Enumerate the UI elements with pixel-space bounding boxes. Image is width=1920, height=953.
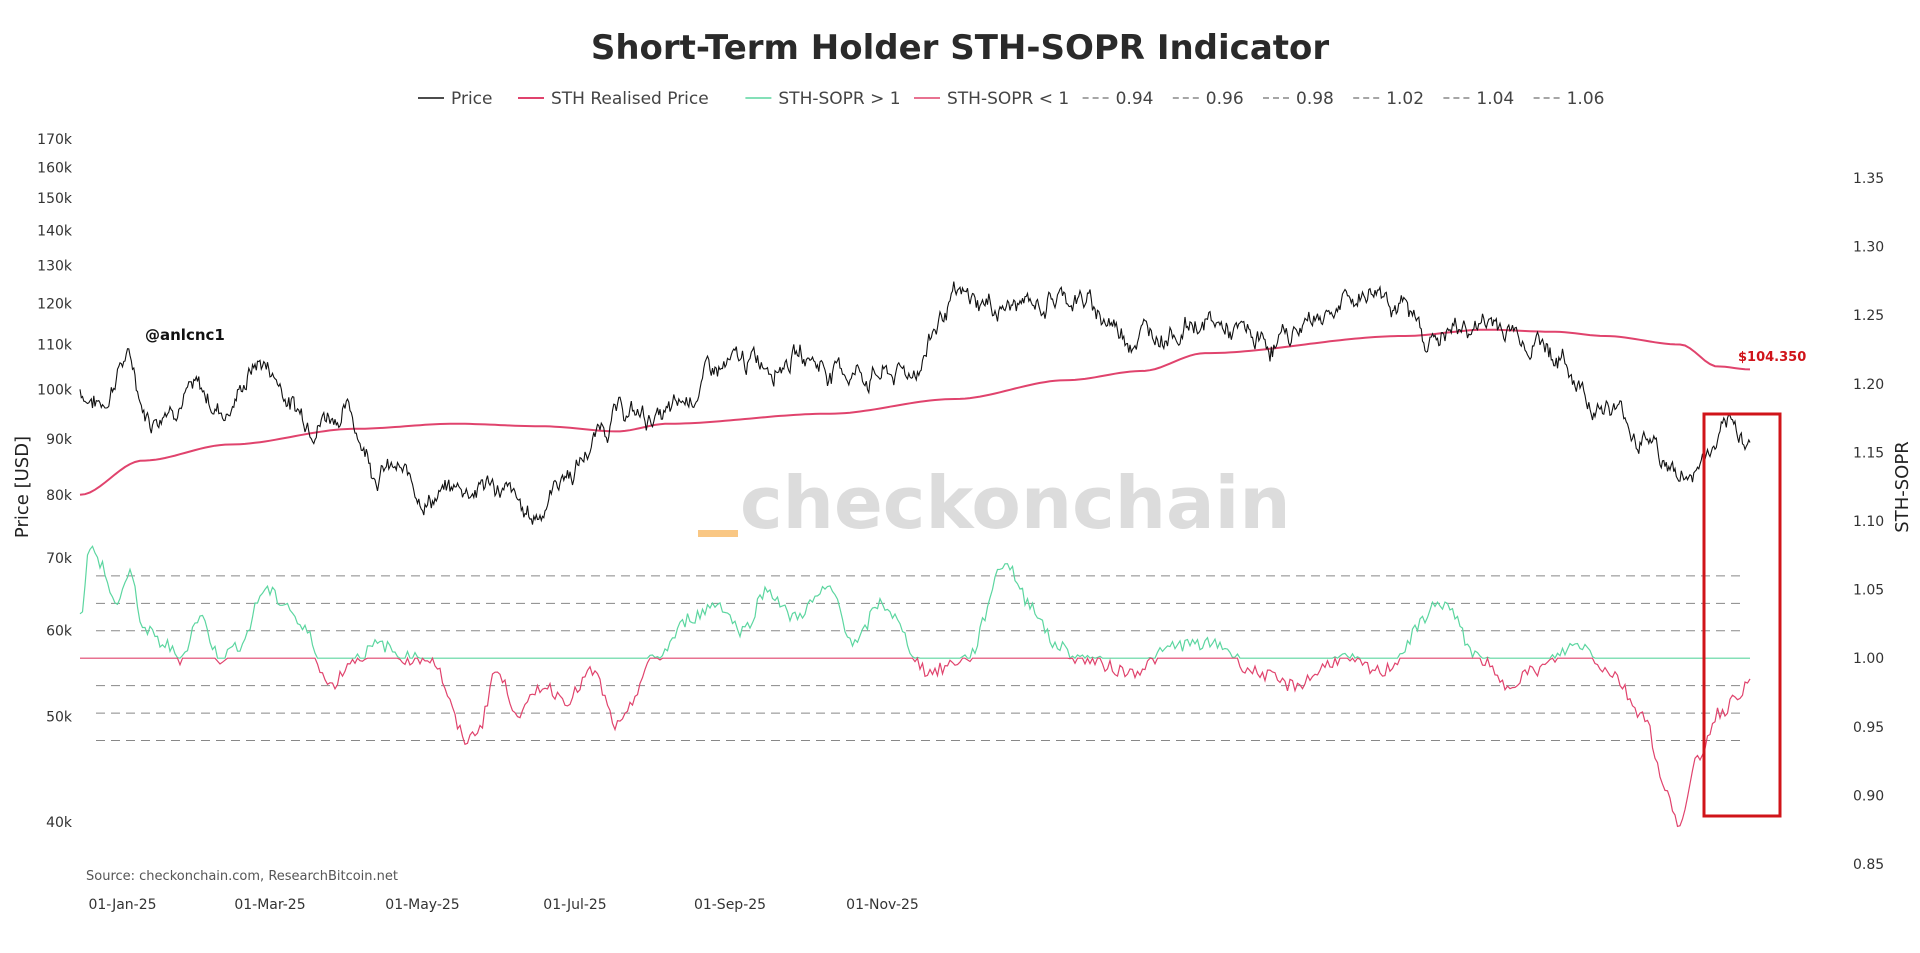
x-axis-tick-label: 01-Mar-25 [234,897,305,913]
left-axis-tick-label: 70k [46,551,73,567]
left-axis-tick-label: 170k [37,132,73,148]
source-note: Source: checkonchain.com, ResearchBitcoi… [86,869,398,884]
x-axis-tick-label: 01-Jan-25 [88,897,156,913]
sopr-band-lines [96,575,1746,742]
right-axis-tick-label: 1.25 [1853,308,1884,324]
legend-item: STH-SOPR > 1 [778,89,900,109]
left-axis-title: Price [USD] [12,436,33,538]
sth-sopr-above-one-line [79,545,1750,660]
x-axis-tick-label: 01-May-25 [385,897,459,913]
left-axis-tick-label: 160k [37,161,73,177]
legend-item: 0.98 [1296,89,1334,109]
x-axis-tick-label: 01-Jul-25 [543,897,606,913]
right-axis-tick-label: 1.15 [1853,445,1884,461]
legend: Price STH Realised Price STH-SOPR > 1 STH-S… [418,89,1604,109]
watermark-text: checkonchain [740,461,1291,545]
watermark-accent-mark [698,530,738,537]
sth-realised-price-line [79,328,1751,496]
right-axis-tick-label: 1.00 [1853,651,1884,667]
left-axis-tick-label: 140k [37,224,73,240]
right-axis-tick-label: 0.85 [1853,857,1884,873]
right-axis-title: STH-SOPR [1892,441,1913,532]
x-axis-ticks: 01-Jan-25 01-Mar-25 01-May-25 01-Jul-25 01-S… [88,897,918,913]
left-axis-tick-label: 150k [37,191,73,207]
x-axis-tick-label: 01-Nov-25 [846,897,919,913]
price-line [79,281,1751,525]
right-axis-ticks: 0.85 0.90 0.95 1.00 1.05 1.10 1.15 1.20 1.25 1.30… [1853,171,1884,873]
left-axis-tick-label: 90k [46,432,73,448]
right-axis-tick-label: 1.30 [1853,240,1884,256]
right-axis-tick-label: 0.95 [1853,720,1884,736]
left-axis-tick-label: 50k [46,710,73,726]
sth-sopr-below-one-line [80,656,1751,828]
right-axis-tick-label: 0.90 [1853,788,1884,804]
left-axis-tick-label: 130k [37,259,73,275]
highlight-box [1702,412,1782,818]
left-axis-ticks: 40k 50k 60k 70k 80k 90k 100k 110k 120k 130k 140k 15… [37,132,73,831]
left-axis-tick-label: 40k [46,815,73,831]
left-axis-tick-label: 80k [46,488,73,504]
legend-item: 1.02 [1386,89,1424,109]
left-axis-tick-label: 60k [46,624,73,640]
legend-item: STH Realised Price [551,89,709,109]
right-axis-tick-label: 1.20 [1853,377,1884,393]
left-axis-tick-label: 120k [37,296,73,312]
right-axis-tick-label: 1.05 [1853,583,1884,599]
left-axis-tick-label: 110k [37,337,73,353]
legend-item: 1.06 [1567,89,1605,109]
last-realised-price-label: $104.350 [1738,350,1806,365]
x-axis-tick-label: 01-Sep-25 [694,897,766,913]
author-handle: @anlcnc1 [145,326,225,344]
chart-title: Short-Term Holder STH-SOPR Indicator [591,28,1330,68]
right-axis-tick-label: 1.35 [1853,171,1884,187]
legend-item: 0.94 [1116,89,1154,109]
legend-item: STH-SOPR < 1 [947,89,1069,109]
legend-item: Price [451,89,492,109]
right-axis-tick-label: 1.10 [1853,514,1884,530]
legend-item: 0.96 [1206,89,1244,109]
left-axis-tick-label: 100k [37,382,73,398]
legend-item: 1.04 [1476,89,1514,109]
